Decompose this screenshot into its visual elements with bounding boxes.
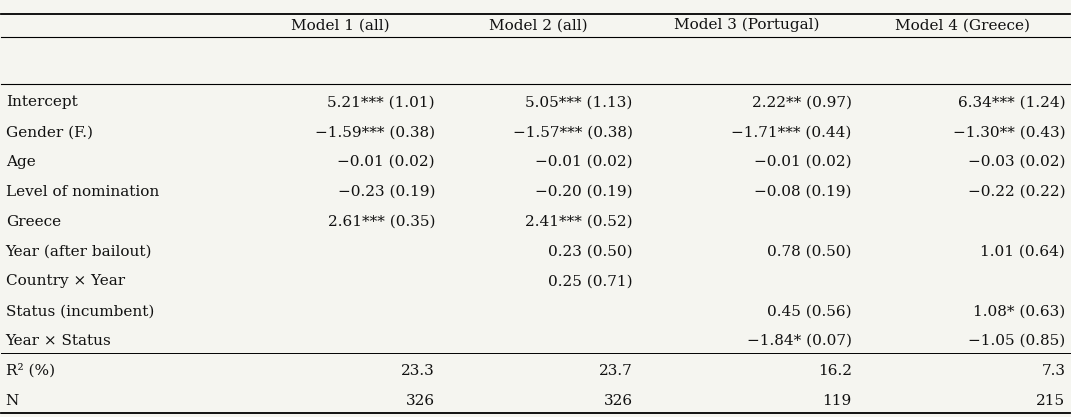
Text: Gender (F.): Gender (F.): [5, 125, 93, 139]
Text: Status (incumbent): Status (incumbent): [5, 304, 154, 318]
Text: 16.2: 16.2: [817, 364, 851, 378]
Text: −1.30** (0.43): −1.30** (0.43): [953, 125, 1066, 139]
Text: Age: Age: [5, 155, 35, 169]
Text: −0.20 (0.19): −0.20 (0.19): [536, 185, 633, 199]
Text: 2.22** (0.97): 2.22** (0.97): [752, 95, 851, 109]
Text: −1.57*** (0.38): −1.57*** (0.38): [513, 125, 633, 139]
Text: −0.22 (0.22): −0.22 (0.22): [968, 185, 1066, 199]
Text: 1.08* (0.63): 1.08* (0.63): [974, 304, 1066, 318]
Text: 0.23 (0.50): 0.23 (0.50): [548, 245, 633, 259]
Text: 215: 215: [1037, 394, 1066, 408]
Text: 6.34*** (1.24): 6.34*** (1.24): [957, 95, 1066, 109]
Text: −0.03 (0.02): −0.03 (0.02): [968, 155, 1066, 169]
Text: N: N: [5, 394, 19, 408]
Text: Model 4 (Greece): Model 4 (Greece): [895, 18, 1030, 32]
Text: 23.7: 23.7: [599, 364, 633, 378]
Text: 0.78 (0.50): 0.78 (0.50): [767, 245, 851, 259]
Text: 326: 326: [406, 394, 435, 408]
Text: Greece: Greece: [5, 215, 61, 229]
Text: −0.08 (0.19): −0.08 (0.19): [754, 185, 851, 199]
Text: Year × Status: Year × Status: [5, 334, 111, 348]
Text: Country × Year: Country × Year: [5, 274, 125, 289]
Text: Model 2 (all): Model 2 (all): [488, 18, 588, 32]
Text: 23.3: 23.3: [402, 364, 435, 378]
Text: −1.71*** (0.44): −1.71*** (0.44): [731, 125, 851, 139]
Text: 5.05*** (1.13): 5.05*** (1.13): [526, 95, 633, 109]
Text: 326: 326: [604, 394, 633, 408]
Text: −1.59*** (0.38): −1.59*** (0.38): [315, 125, 435, 139]
Text: Level of nomination: Level of nomination: [5, 185, 159, 199]
Text: Model 1 (all): Model 1 (all): [291, 18, 390, 32]
Text: −0.01 (0.02): −0.01 (0.02): [754, 155, 851, 169]
Text: 1.01 (0.64): 1.01 (0.64): [980, 245, 1066, 259]
Text: 0.25 (0.71): 0.25 (0.71): [548, 274, 633, 289]
Text: Intercept: Intercept: [5, 95, 77, 109]
Text: −1.84* (0.07): −1.84* (0.07): [746, 334, 851, 348]
Text: Model 3 (Portugal): Model 3 (Portugal): [674, 18, 819, 33]
Text: −1.05 (0.85): −1.05 (0.85): [968, 334, 1066, 348]
Text: 7.3: 7.3: [1041, 364, 1066, 378]
Text: −0.23 (0.19): −0.23 (0.19): [337, 185, 435, 199]
Text: Year (after bailout): Year (after bailout): [5, 245, 152, 259]
Text: 2.41*** (0.52): 2.41*** (0.52): [525, 215, 633, 229]
Text: 5.21*** (1.01): 5.21*** (1.01): [328, 95, 435, 109]
Text: 2.61*** (0.35): 2.61*** (0.35): [328, 215, 435, 229]
Text: R² (%): R² (%): [5, 364, 55, 378]
Text: 119: 119: [823, 394, 851, 408]
Text: −0.01 (0.02): −0.01 (0.02): [536, 155, 633, 169]
Text: −0.01 (0.02): −0.01 (0.02): [337, 155, 435, 169]
Text: 0.45 (0.56): 0.45 (0.56): [767, 304, 851, 318]
